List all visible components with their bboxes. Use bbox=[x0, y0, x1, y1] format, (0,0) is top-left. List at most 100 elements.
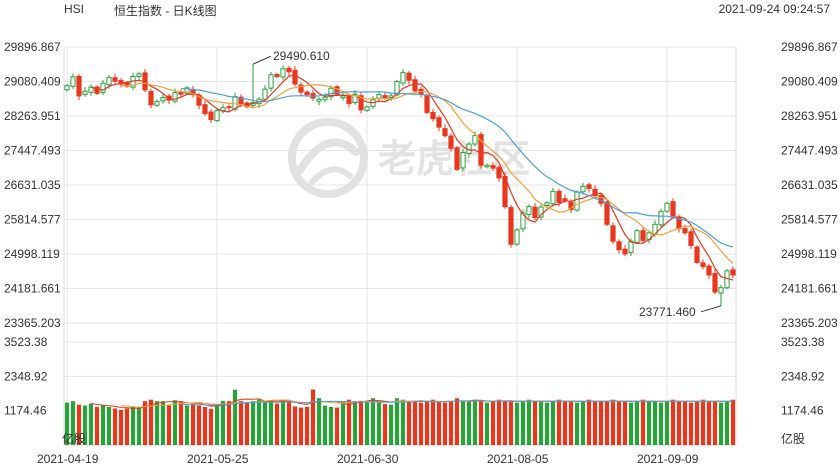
chart-title: 恒生指数 - 日K线图 bbox=[114, 4, 217, 18]
price-tick-label-left: 24181.661 bbox=[4, 282, 61, 296]
volume-bar bbox=[574, 402, 580, 445]
candle bbox=[136, 71, 142, 81]
volume-bar bbox=[538, 401, 544, 445]
volume-tick-label-left: 1174.46 bbox=[4, 404, 47, 418]
volume-bar bbox=[562, 401, 568, 445]
volume-bar bbox=[424, 401, 430, 445]
volume-bar bbox=[70, 401, 76, 445]
candle bbox=[490, 162, 496, 172]
volume-bar bbox=[712, 401, 718, 445]
candle bbox=[634, 228, 640, 244]
volume-bar bbox=[616, 401, 622, 445]
price-tick-label-right: 24998.119 bbox=[781, 247, 837, 261]
price-tick-label-left: 24998.119 bbox=[4, 247, 60, 261]
volume-bar bbox=[604, 401, 610, 445]
price-annotation: 23771.460 bbox=[639, 305, 722, 319]
price-tick-label-left: 28263.951 bbox=[4, 109, 61, 123]
volume-bar bbox=[244, 402, 250, 445]
volume-bar bbox=[334, 407, 340, 445]
candle bbox=[574, 190, 580, 212]
volume-bar bbox=[586, 399, 592, 445]
candle bbox=[310, 90, 316, 101]
candle bbox=[730, 266, 736, 278]
volume-bar bbox=[280, 399, 286, 445]
volume-bar bbox=[310, 389, 316, 445]
volume-bar bbox=[340, 401, 346, 445]
candle bbox=[604, 200, 610, 227]
volume-ma20-line bbox=[180, 400, 733, 406]
volume-bar bbox=[640, 399, 646, 445]
volume-bar bbox=[298, 407, 304, 445]
volume-bar bbox=[220, 400, 226, 445]
volume-unit-label-left: 亿股 bbox=[62, 431, 86, 446]
candle bbox=[718, 284, 724, 306]
candle bbox=[526, 204, 532, 219]
volume-bar bbox=[436, 401, 442, 445]
volume-bar bbox=[514, 402, 520, 445]
volume-bar bbox=[268, 400, 274, 445]
grid bbox=[63, 46, 737, 446]
volume-bar bbox=[598, 401, 604, 445]
volume-bar bbox=[688, 402, 694, 445]
volume-bar bbox=[460, 400, 466, 445]
volume-bar bbox=[256, 399, 262, 445]
volume-bar bbox=[166, 405, 172, 445]
volume-bar bbox=[292, 406, 298, 445]
candle bbox=[226, 104, 232, 112]
price-tick-label-right: 28263.951 bbox=[781, 109, 838, 123]
volume-bar bbox=[352, 401, 358, 445]
ma20-line bbox=[180, 88, 734, 248]
volume-bar bbox=[454, 398, 460, 445]
volume-bar bbox=[130, 406, 136, 445]
volume-unit-label-right: 亿股 bbox=[781, 431, 805, 446]
price-tick-label-right: 24181.661 bbox=[781, 282, 838, 296]
candle bbox=[700, 259, 706, 270]
candle bbox=[202, 100, 208, 116]
date-tick-label: 2021-05-25 bbox=[187, 452, 249, 466]
candle bbox=[88, 84, 94, 96]
candle bbox=[178, 89, 184, 98]
candle bbox=[514, 228, 520, 246]
volume-bar bbox=[670, 399, 676, 445]
volume-bar bbox=[376, 401, 382, 445]
volume-moving-averages bbox=[90, 398, 733, 409]
volume-bar bbox=[664, 401, 670, 445]
candle bbox=[298, 82, 304, 96]
volume-bar bbox=[118, 409, 124, 445]
moving-averages bbox=[90, 74, 734, 281]
candle bbox=[640, 227, 646, 244]
volume-bar bbox=[322, 405, 328, 445]
volume-bar bbox=[178, 401, 184, 445]
price-tick-label-right: 23365.203 bbox=[781, 316, 838, 330]
candle bbox=[442, 124, 448, 138]
volume-bar bbox=[592, 401, 598, 445]
candle bbox=[664, 201, 670, 213]
volume-tick-label-right: 2348.92 bbox=[781, 369, 825, 383]
candle bbox=[706, 263, 712, 280]
price-tick-label-left: 27447.493 bbox=[4, 144, 61, 158]
volume-bar bbox=[610, 399, 616, 445]
candle bbox=[70, 73, 76, 90]
candle bbox=[622, 245, 628, 257]
volume-bar bbox=[346, 399, 352, 445]
volume-bar bbox=[160, 401, 166, 445]
annotations: 29490.610 23771.460 bbox=[252, 49, 722, 319]
ma10-line bbox=[121, 82, 734, 265]
candle bbox=[112, 73, 118, 84]
candle bbox=[334, 85, 340, 96]
volume-bar bbox=[430, 399, 436, 445]
candle bbox=[454, 146, 460, 172]
volume-bar bbox=[706, 401, 712, 445]
volume-bar bbox=[442, 402, 448, 445]
volume-bar bbox=[94, 406, 100, 445]
candle bbox=[550, 187, 556, 207]
candle bbox=[100, 79, 106, 96]
candle bbox=[358, 92, 364, 114]
price-tick-label-left: 25814.577 bbox=[4, 213, 61, 227]
ma5-line bbox=[90, 74, 734, 281]
volume-bar bbox=[484, 402, 490, 445]
candle bbox=[142, 68, 148, 93]
volume-bar bbox=[208, 408, 214, 445]
candle bbox=[496, 165, 502, 182]
candle bbox=[352, 90, 358, 105]
